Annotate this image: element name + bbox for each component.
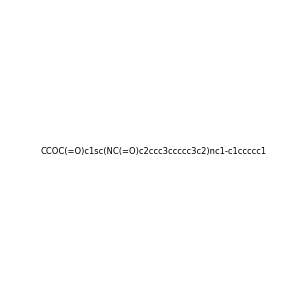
Text: CCOC(=O)c1sc(NC(=O)c2ccc3ccccc3c2)nc1-c1ccccc1: CCOC(=O)c1sc(NC(=O)c2ccc3ccccc3c2)nc1-c1… <box>41 147 267 156</box>
